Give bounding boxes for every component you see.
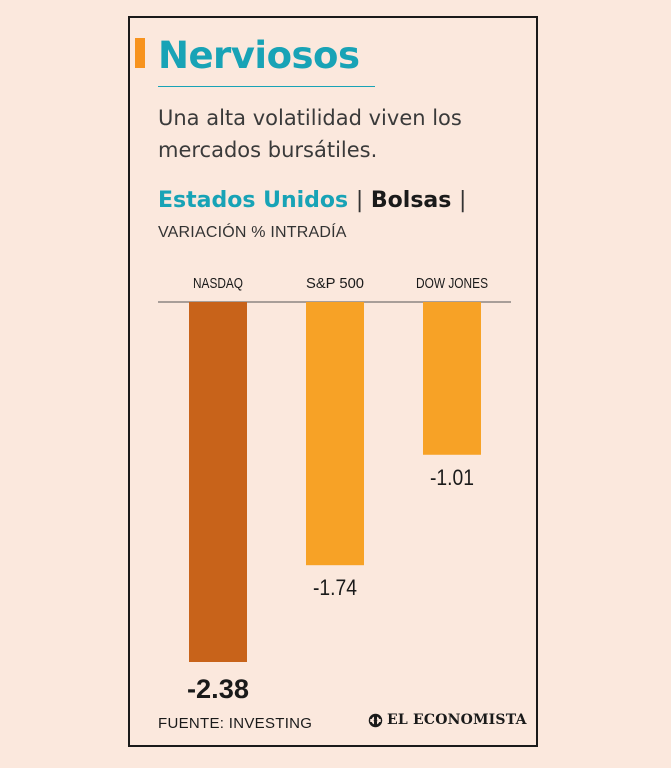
measure-label: VARIACIÓN % INTRADÍA: [158, 224, 347, 241]
country-label: Estados Unidos: [158, 188, 349, 213]
value-label-0: -2.38: [187, 674, 249, 703]
category-label-0: NASDAQ: [193, 275, 243, 292]
logo-icon: [368, 713, 383, 727]
separator-2: |: [459, 188, 467, 213]
category-label: Bolsas: [370, 188, 452, 213]
title-accent-bar: [135, 38, 145, 68]
bar-chart: NASDAQ -2.38 S&P 500 -1.74 DOW JONES -1.01: [158, 275, 511, 703]
separator-1: |: [355, 188, 364, 213]
category-label-1: S&P 500: [306, 275, 364, 292]
el-economista-logo: EL ECONOMISTA: [368, 712, 527, 728]
chart-title: Nerviosos: [158, 34, 360, 77]
bar-2: [423, 302, 481, 455]
source-label: FUENTE: INVESTING: [158, 715, 313, 732]
logo-text: EL ECONOMISTA: [387, 712, 527, 728]
infographic-card: Nerviosos Una alta volatilidad viven los…: [128, 16, 538, 747]
value-label-1: -1.74: [313, 575, 357, 600]
bar-1: [306, 302, 364, 566]
category-label-2: DOW JONES: [416, 275, 488, 292]
title-underline: [158, 86, 375, 87]
value-label-2: -1.01: [430, 465, 474, 490]
section-heading: Estados Unidos | Bolsas |: [158, 186, 466, 216]
bar-0: [189, 302, 247, 662]
chart-subtitle: Una alta volatilidad viven los mercados …: [158, 106, 462, 162]
